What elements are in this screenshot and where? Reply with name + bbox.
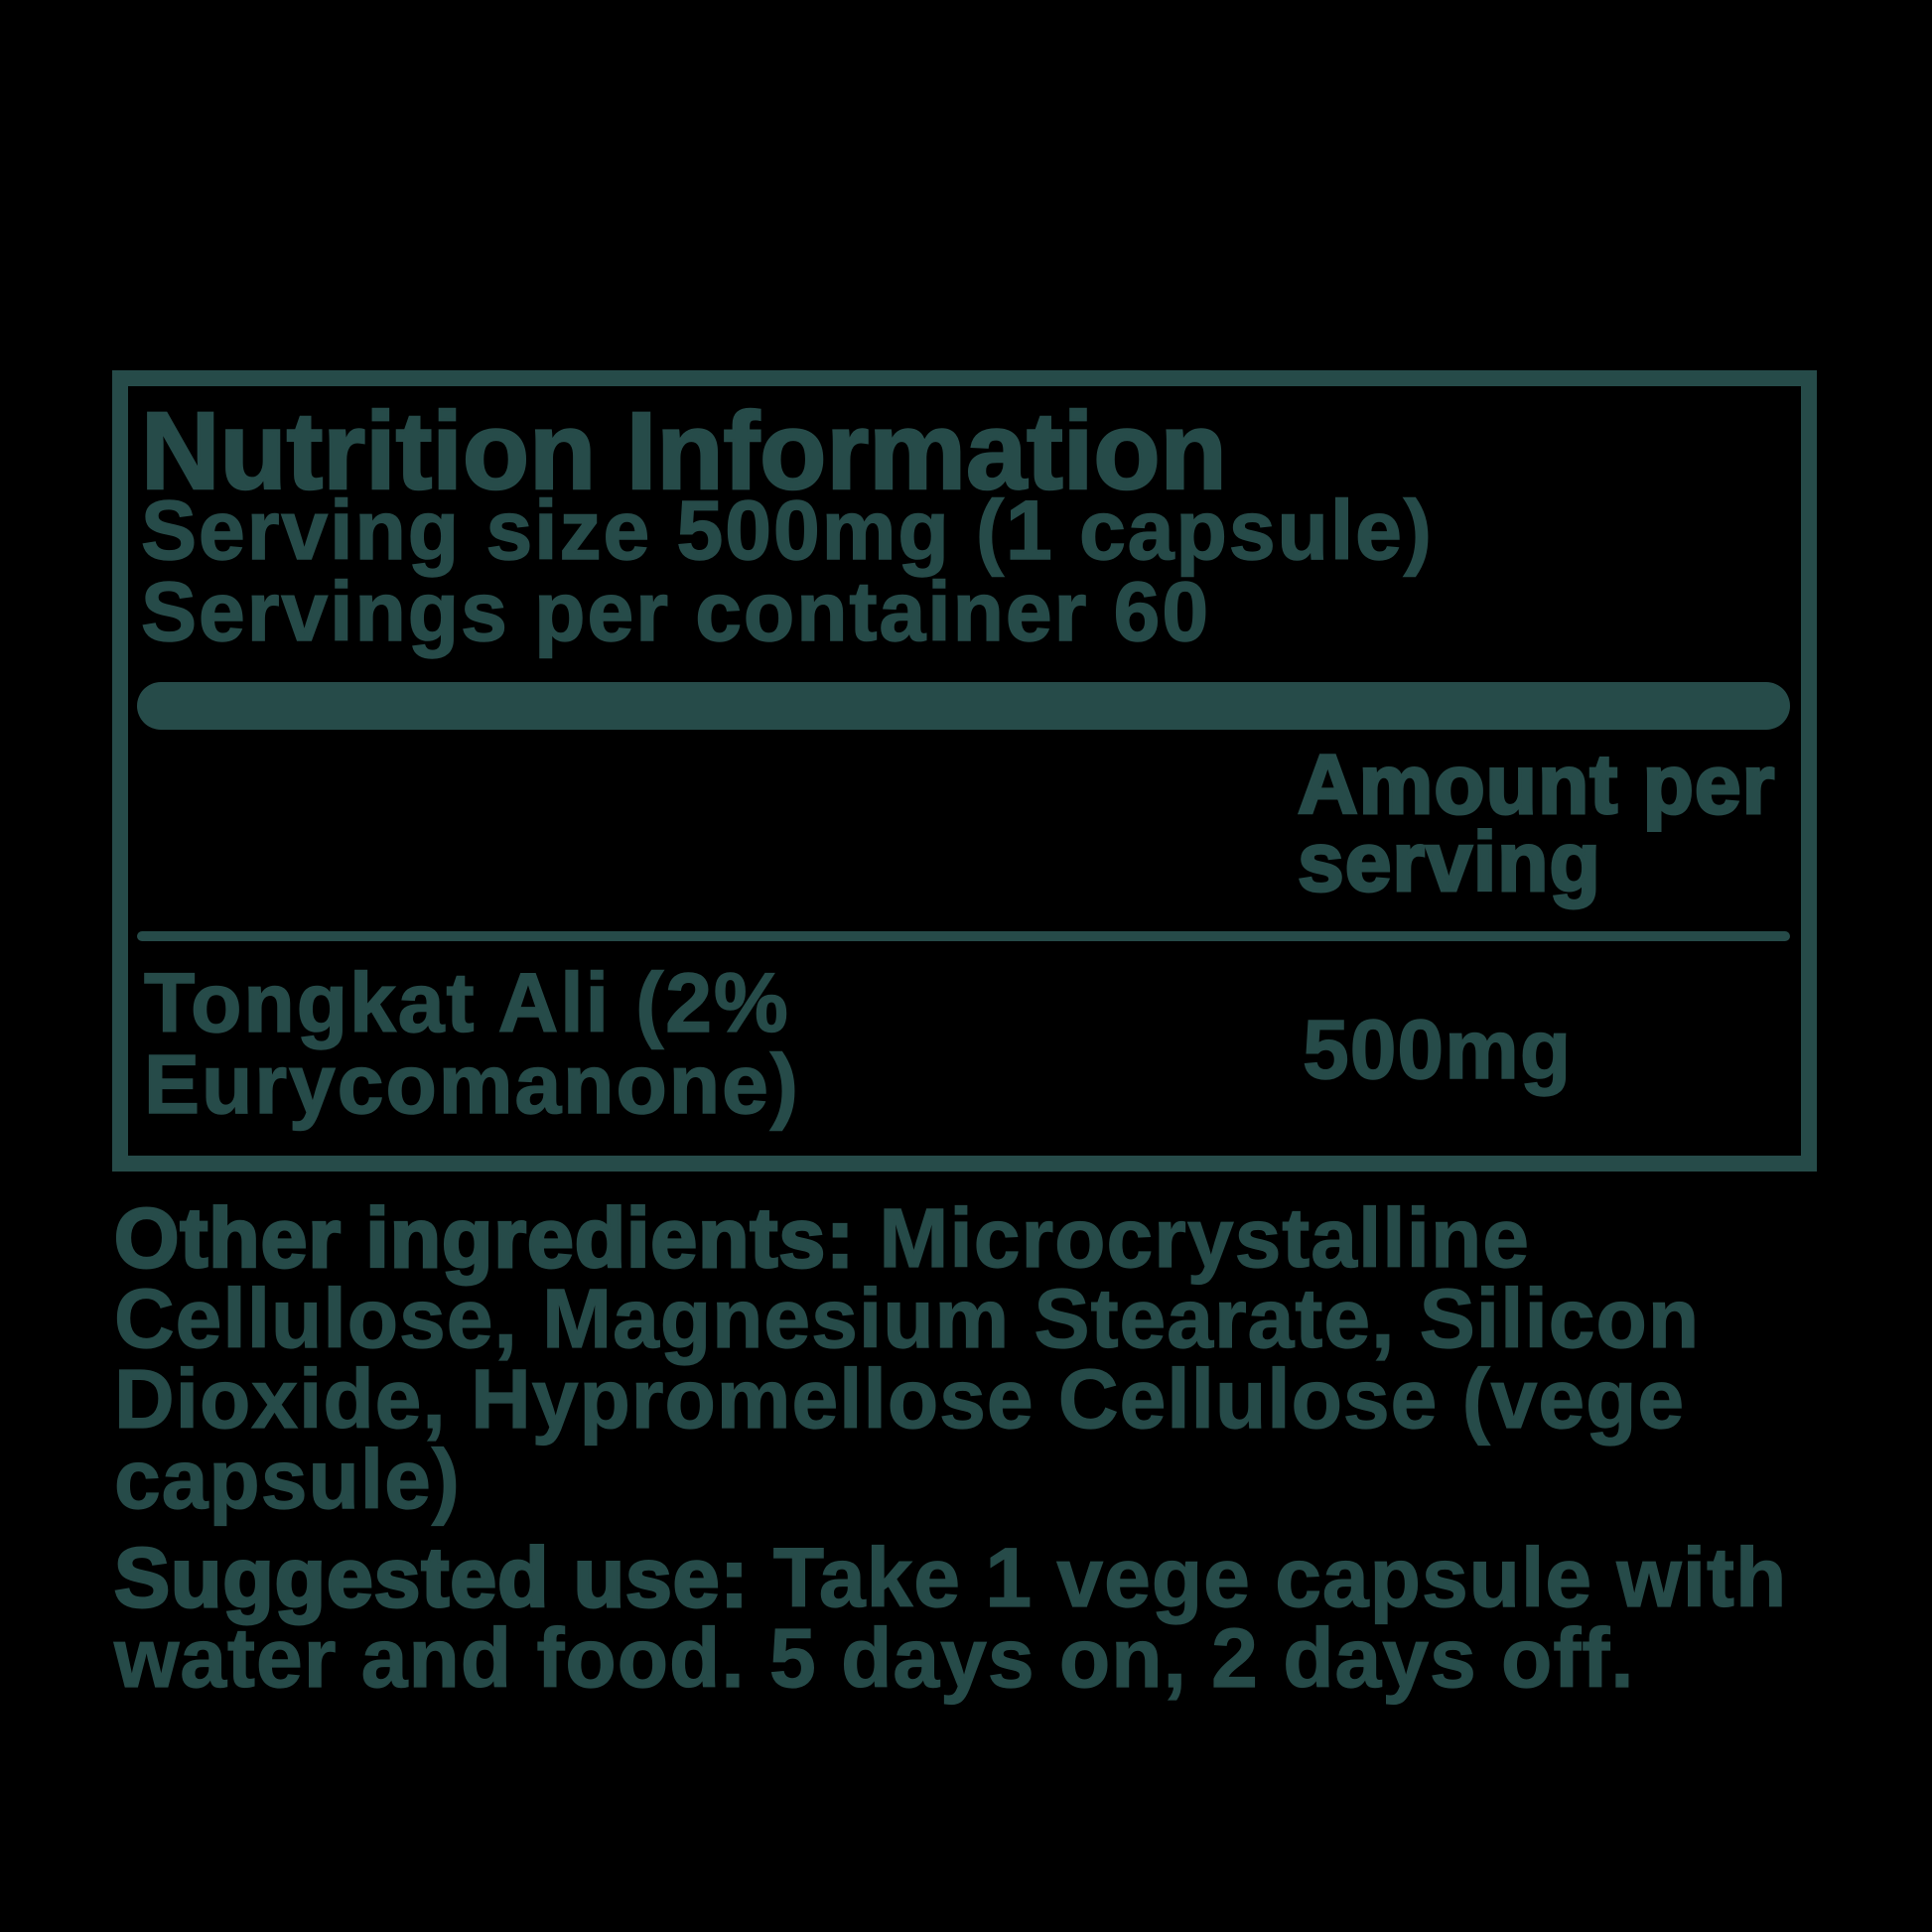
serving-info: Serving size 500mg (1 capsule) Servings … <box>140 483 1434 658</box>
ingredient-row-name: Tongkat Ali (2% Eurycomanone) <box>143 956 800 1131</box>
other-ingredients-line1-rest: Microcrystalline <box>855 1191 1531 1285</box>
nutrition-panel-border <box>112 370 1817 1172</box>
other-ingredients-line1: Other ingredients: Microcrystalline <box>112 1195 1700 1282</box>
suggested-use-line1: Suggested use: Take 1 vege capsule with <box>112 1535 1787 1621</box>
suggested-use-paragraph: Suggested use: Take 1 vege capsule with … <box>112 1535 1787 1705</box>
other-ingredients-line4: capsule) <box>113 1433 461 1526</box>
separator-rule-thin <box>137 931 1790 941</box>
ingredient-row-amount: 500mg <box>1302 1003 1573 1096</box>
suggested-use-label: Suggested use: <box>112 1531 750 1624</box>
suggested-use-line2: water and food. 5 days on, 2 days off. <box>113 1611 1635 1705</box>
amount-per-serving-header: Amount per serving <box>1296 738 1776 908</box>
other-ingredients-paragraph: Other ingredients: Microcrystalline Cell… <box>112 1195 1701 1526</box>
other-ingredients-line2: Cellulose, Magnesium Stearate, Silicon <box>113 1272 1701 1365</box>
other-ingredients-label: Other ingredients: <box>112 1191 856 1285</box>
ingredient-name-line2: Eurycomanone) <box>143 1037 800 1131</box>
suggested-use-line1-rest: Take 1 vege capsule with <box>749 1531 1788 1624</box>
other-ingredients-line3: Dioxide, Hypromellose Cellulose (vege <box>113 1352 1686 1446</box>
panel-title: Nutrition Information <box>140 390 1228 512</box>
amount-header-line2: serving <box>1296 815 1601 908</box>
amount-header-line1: Amount per <box>1296 738 1776 831</box>
serving-size-line: Serving size 500mg (1 capsule) <box>140 483 1434 577</box>
separator-bar-thick <box>137 682 1790 730</box>
servings-per-container-line: Servings per container 60 <box>140 565 1211 658</box>
ingredient-name-line1: Tongkat Ali (2% <box>143 956 790 1049</box>
